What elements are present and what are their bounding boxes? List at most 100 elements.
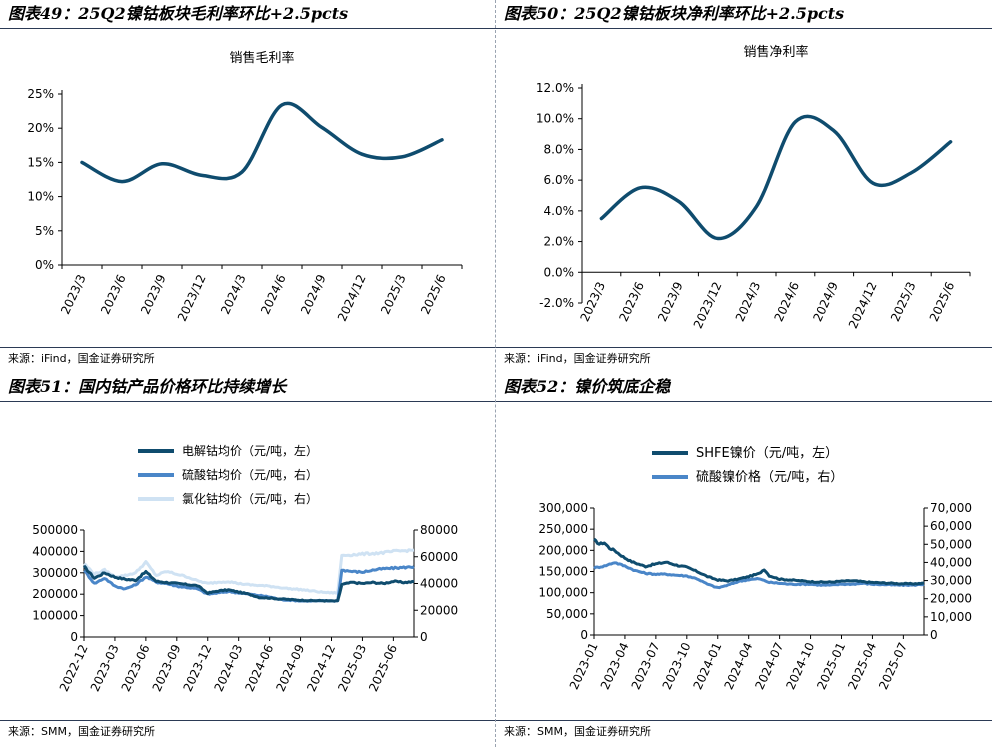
chart-title-51: 图表51：国内钴产品价格环比持续增长: [8, 377, 287, 396]
x-tick-label: 2023-09: [150, 642, 184, 693]
y-tick-label: 25%: [27, 87, 54, 101]
legend-label: SHFE镍价（元/吨，左）: [696, 446, 838, 461]
divider: [496, 347, 992, 348]
x-tick-label: 2023/6: [616, 280, 647, 324]
x-tick-label: 2024/6: [258, 272, 289, 316]
panel-net-margin: 图表50：25Q2镍钴板块净利率环比+2.5pcts 销售净利率 -2.0% 0.0…: [496, 0, 992, 373]
chart-title-49: 图表49：25Q2镍钴板块毛利率环比+2.5pcts: [8, 4, 349, 23]
y-tick-label-left: 250,000: [538, 522, 588, 536]
y-tick-label: 12.0%: [536, 81, 574, 95]
legend-label: 氯化钴均价（元/吨，右）: [182, 491, 318, 506]
y-tick-label-left: 150,000: [538, 565, 588, 579]
series-line: [593, 561, 925, 590]
x-tick-label: 2024/12: [846, 280, 880, 331]
x-tick-label: 2025-06: [366, 642, 400, 693]
panel-cobalt-prices: 图表51：国内钴产品价格环比持续增长 电解钴均价（元/吨，左） 硫酸钴均价（元/吨…: [0, 373, 496, 746]
y-tick-label-left: 300,000: [538, 501, 588, 515]
cobalt-price-chart: 电解钴均价（元/吨，左） 硫酸钴均价（元/吨，右） 氯化钴均价（元/吨，右） 0 100…: [32, 443, 458, 694]
x-tick-label: 2025/6: [418, 272, 449, 316]
y-tick-label-left: 100000: [32, 609, 78, 623]
x-tick-label: 2024-01: [691, 640, 725, 691]
x-tick-label: 2023-10: [660, 640, 694, 691]
y-tick-label-left: 400000: [32, 544, 78, 558]
y-tick-label-left: 300000: [32, 566, 78, 580]
y-tick-label: 8.0%: [544, 142, 575, 156]
x-tick-label: 2023-04: [598, 640, 632, 691]
y-tick-label: 0.0%: [544, 265, 575, 279]
x-tick-label: 2023-03: [88, 642, 122, 693]
y-tick-label-left: 100,000: [538, 586, 588, 600]
legend-label: 电解钴均价（元/吨，左）: [182, 443, 318, 458]
x-tick-label: 2025/6: [927, 280, 958, 324]
x-tick-label: 2025-01: [814, 640, 848, 691]
x-tick-label: 2023/6: [98, 272, 129, 316]
divider: [0, 401, 496, 402]
x-tick-label: 2024-06: [242, 642, 276, 693]
y-tick-label: -2.0%: [539, 296, 574, 310]
legend-label: 硫酸镍价格（元/吨，右）: [696, 469, 843, 485]
y-tick-label: 2.0%: [544, 235, 575, 249]
series-line: [593, 537, 925, 586]
y-tick-label-left: 200000: [32, 587, 78, 601]
column-divider: [495, 0, 497, 747]
series-line: [83, 548, 415, 595]
y-tick-label-right: 40000: [420, 577, 458, 591]
x-tick-label: 2024-09: [273, 642, 307, 693]
x-tick-label: 2024/9: [810, 280, 841, 324]
chart-title-52: 图表52：镍价筑底企稳: [504, 377, 671, 396]
x-tick-label: 2025-04: [845, 640, 879, 691]
nickel-price-chart: SHFE镍价（元/吨，左） 硫酸镍价格（元/吨，右） 0 50,000 100,000 1…: [538, 446, 972, 692]
x-tick-label: 2024/3: [218, 272, 249, 316]
x-tick-label: 2023-12: [181, 642, 215, 693]
panel-gross-margin: 图表49：25Q2镍钴板块毛利率环比+2.5pcts 销售毛利率 0% 5% 10% 1…: [0, 0, 496, 373]
x-tick-label: 2023-07: [629, 640, 663, 691]
x-tick-label: 2023/9: [138, 272, 169, 316]
x-tick-label: 2023-06: [119, 642, 153, 693]
panel-nickel-prices: 图表52：镍价筑底企稳 SHFE镍价（元/吨，左） 硫酸镍价格（元/吨，右） 0 50…: [496, 373, 992, 746]
divider: [0, 720, 496, 721]
divider: [496, 401, 992, 402]
y-tick-label-left: 200,000: [538, 543, 588, 557]
legend-label: 硫酸钴均价（元/吨，右）: [182, 467, 318, 482]
divider: [0, 347, 496, 348]
x-tick-label: 2023/3: [58, 272, 89, 316]
y-tick-label: 20%: [27, 121, 54, 135]
y-tick-label-right: 70,000: [930, 501, 972, 515]
x-tick-label: 2023/9: [655, 280, 686, 324]
source-note: 来源：iFind，国金证券研究所: [504, 352, 651, 365]
y-tick-label: 10%: [27, 190, 54, 204]
x-tick-label: 2023/12: [175, 272, 209, 323]
divider: [496, 28, 992, 29]
chart-subtitle: 销售净利率: [743, 44, 808, 60]
y-tick-label-right: 20,000: [930, 592, 972, 606]
y-tick-label-right: 0: [420, 630, 428, 644]
source-note: 来源：iFind，国金证券研究所: [8, 352, 155, 365]
x-tick-label: 2024-12: [304, 642, 338, 693]
x-tick-label: 2024-07: [752, 640, 786, 691]
y-tick-label-right: 40,000: [930, 555, 972, 569]
x-tick-label: 2024-10: [783, 640, 817, 691]
x-tick-label: 2024/6: [772, 280, 803, 324]
x-tick-label: 2025-07: [876, 640, 910, 691]
x-tick-label: 2025/3: [378, 272, 409, 316]
series-line: [82, 564, 415, 603]
x-tick-label: 2024-04: [722, 640, 756, 691]
x-tick-label: 2025/3: [888, 280, 919, 324]
x-tick-label: 2024/12: [335, 272, 369, 323]
y-tick-label-left: 0: [70, 630, 78, 644]
source-note: 来源：SMM，国金证券研究所: [504, 725, 651, 738]
series-line: [80, 101, 444, 184]
divider: [0, 28, 496, 29]
y-tick-label-right: 20000: [420, 603, 458, 617]
y-tick-label: 0%: [35, 258, 54, 272]
y-tick-label: 6.0%: [544, 173, 575, 187]
x-tick-label: 2024/3: [733, 280, 764, 324]
y-tick-label-right: 50,000: [930, 537, 972, 551]
y-tick-label-right: 60,000: [930, 519, 972, 533]
y-tick-label-right: 80000: [420, 523, 458, 537]
x-tick-label: 2024/9: [298, 272, 329, 316]
y-tick-label-right: 30,000: [930, 574, 972, 588]
x-tick-label: 2025-03: [335, 642, 369, 693]
y-tick-label-right: 60000: [420, 550, 458, 564]
series-line: [599, 114, 953, 241]
